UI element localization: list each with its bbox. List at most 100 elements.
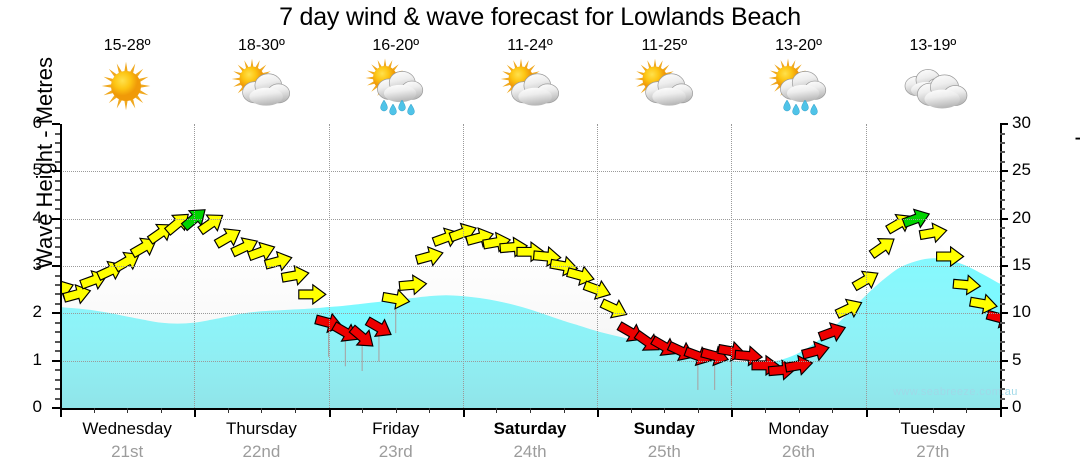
left-axis-minor-tick	[55, 255, 60, 258]
right-axis-tick	[1000, 265, 1008, 267]
day-name: Saturday	[493, 419, 567, 438]
bottom-axis-minor-tick	[832, 408, 834, 413]
temperature-range: 18-30º	[238, 37, 285, 54]
right-axis-tick-label: 30	[1012, 113, 1031, 132]
bottom-axis-tick	[1000, 408, 1002, 417]
wind-arrow	[800, 340, 830, 362]
bottom-axis-minor-tick	[966, 408, 968, 413]
left-axis-tick	[52, 170, 60, 173]
cloud-shape	[779, 70, 826, 103]
temperature-range: 11-25º	[641, 37, 688, 54]
right-axis-tick	[1000, 312, 1008, 315]
bottom-axis-minor-tick	[530, 408, 531, 413]
right-axis-minor-tick	[1000, 189, 1005, 192]
partly-cloudy-rain-icon	[731, 56, 865, 118]
left-axis-minor-tick	[55, 227, 60, 230]
wind-arrow	[331, 321, 359, 342]
day-label-sunday: Sunday 25th	[597, 418, 731, 468]
day-header-friday: 16-20º	[329, 36, 463, 122]
day-header-monday: 13-20º	[731, 36, 865, 122]
left-axis-minor-tick	[55, 189, 60, 192]
left-axis-tick-label: 4	[32, 207, 42, 227]
right-axis-minor-tick	[1000, 350, 1005, 353]
wind-arrow	[599, 298, 628, 319]
bottom-axis-minor-tick	[496, 408, 498, 413]
left-axis-minor-tick	[55, 160, 60, 163]
bottom-axis-minor-tick	[630, 408, 632, 413]
bottom-axis-tick	[328, 408, 331, 417]
day-divider-gridline	[865, 124, 867, 408]
right-axis-tick	[1000, 170, 1008, 173]
right-axis-tick-label: 10	[1012, 302, 1031, 322]
day-label-wednesday: Wednesday 21st	[60, 418, 194, 468]
wind-arrow	[180, 209, 206, 232]
right-axis-minor-tick	[1000, 151, 1005, 154]
temperature-range: 13-20º	[775, 37, 822, 54]
wind-arrow	[364, 316, 392, 338]
bottom-axis-minor-tick	[429, 408, 431, 413]
left-axis-tick-label: 0	[32, 397, 42, 416]
left-axis-minor-tick	[55, 302, 60, 305]
left-axis-minor-tick	[55, 331, 60, 334]
day-header-thursday: 18-30º	[194, 36, 328, 122]
left-axis-minor-tick	[55, 246, 60, 249]
plot-area	[60, 124, 1000, 408]
day-label-friday: Friday 23rd	[329, 418, 463, 468]
right-axis-tick	[1000, 123, 1008, 125]
right-axis-minor-tick	[1000, 283, 1005, 286]
wind-arrow	[784, 354, 814, 376]
bottom-axis-tick	[865, 408, 868, 417]
left-axis-tick-label: 2	[32, 302, 42, 322]
cloud-shape	[242, 73, 291, 106]
wind-arrow	[868, 238, 895, 259]
horizontal-gridline	[60, 266, 1000, 267]
bottom-axis-minor-tick	[664, 408, 666, 413]
bottom-axis-tick	[597, 408, 600, 417]
cloud-shape	[511, 73, 559, 106]
left-axis-minor-tick	[55, 350, 60, 353]
right-axis-tick-label: 5	[1012, 349, 1022, 369]
day-label-tuesday: Tuesday 27th	[866, 418, 1000, 468]
bottom-axis-minor-tick	[93, 408, 95, 413]
left-axis-tick	[52, 265, 60, 267]
bottom-axis-minor-tick	[932, 408, 934, 413]
right-axis-minor-tick	[1000, 198, 1005, 201]
wind-arrow	[918, 222, 948, 244]
wind-arrow	[952, 274, 982, 296]
day-divider-gridline	[328, 124, 330, 408]
wind-arrow	[197, 214, 224, 236]
bottom-axis-tick	[60, 408, 62, 417]
day-name: Thursday	[225, 419, 297, 438]
partly-cloudy-icon	[597, 56, 731, 118]
right-axis-title: Wind Speed - Knots	[1075, 65, 1080, 261]
day-date: 24th	[513, 442, 547, 461]
right-axis-tick-label: 20	[1012, 207, 1031, 227]
bottom-axis-minor-tick	[295, 408, 296, 413]
wind-arrow	[817, 322, 847, 343]
temperature-range: 16-20º	[372, 37, 420, 54]
raindrops-shape	[782, 99, 818, 116]
temperature-range: 15-28º	[103, 37, 151, 54]
wind-arrow	[348, 324, 374, 347]
day-label-thursday: Thursday 22nd	[194, 418, 328, 468]
day-date: 23rd	[378, 442, 413, 461]
wind-arrow	[246, 241, 276, 262]
day-date: 21st	[111, 442, 144, 461]
wind-arrow	[129, 237, 157, 259]
day-name: Sunday	[633, 419, 695, 438]
day-name: Wednesday	[82, 419, 172, 438]
sunny-icon	[60, 56, 194, 118]
horizontal-gridline	[60, 313, 1000, 315]
partly-cloudy-icon	[463, 56, 597, 118]
bottom-axis-minor-tick	[697, 408, 699, 413]
right-axis-minor-tick	[1000, 141, 1005, 144]
bottom-axis-tick	[731, 408, 734, 417]
left-axis-minor-tick	[55, 198, 60, 201]
bottom-axis-tick	[462, 408, 465, 417]
wind-arrow	[851, 270, 879, 292]
left-axis-tick-label: 3	[32, 255, 42, 274]
bottom-axis-minor-tick	[395, 408, 397, 413]
wind-arrow	[968, 293, 998, 315]
day-divider-gridline	[194, 124, 196, 408]
day-date: 22nd	[242, 442, 281, 461]
